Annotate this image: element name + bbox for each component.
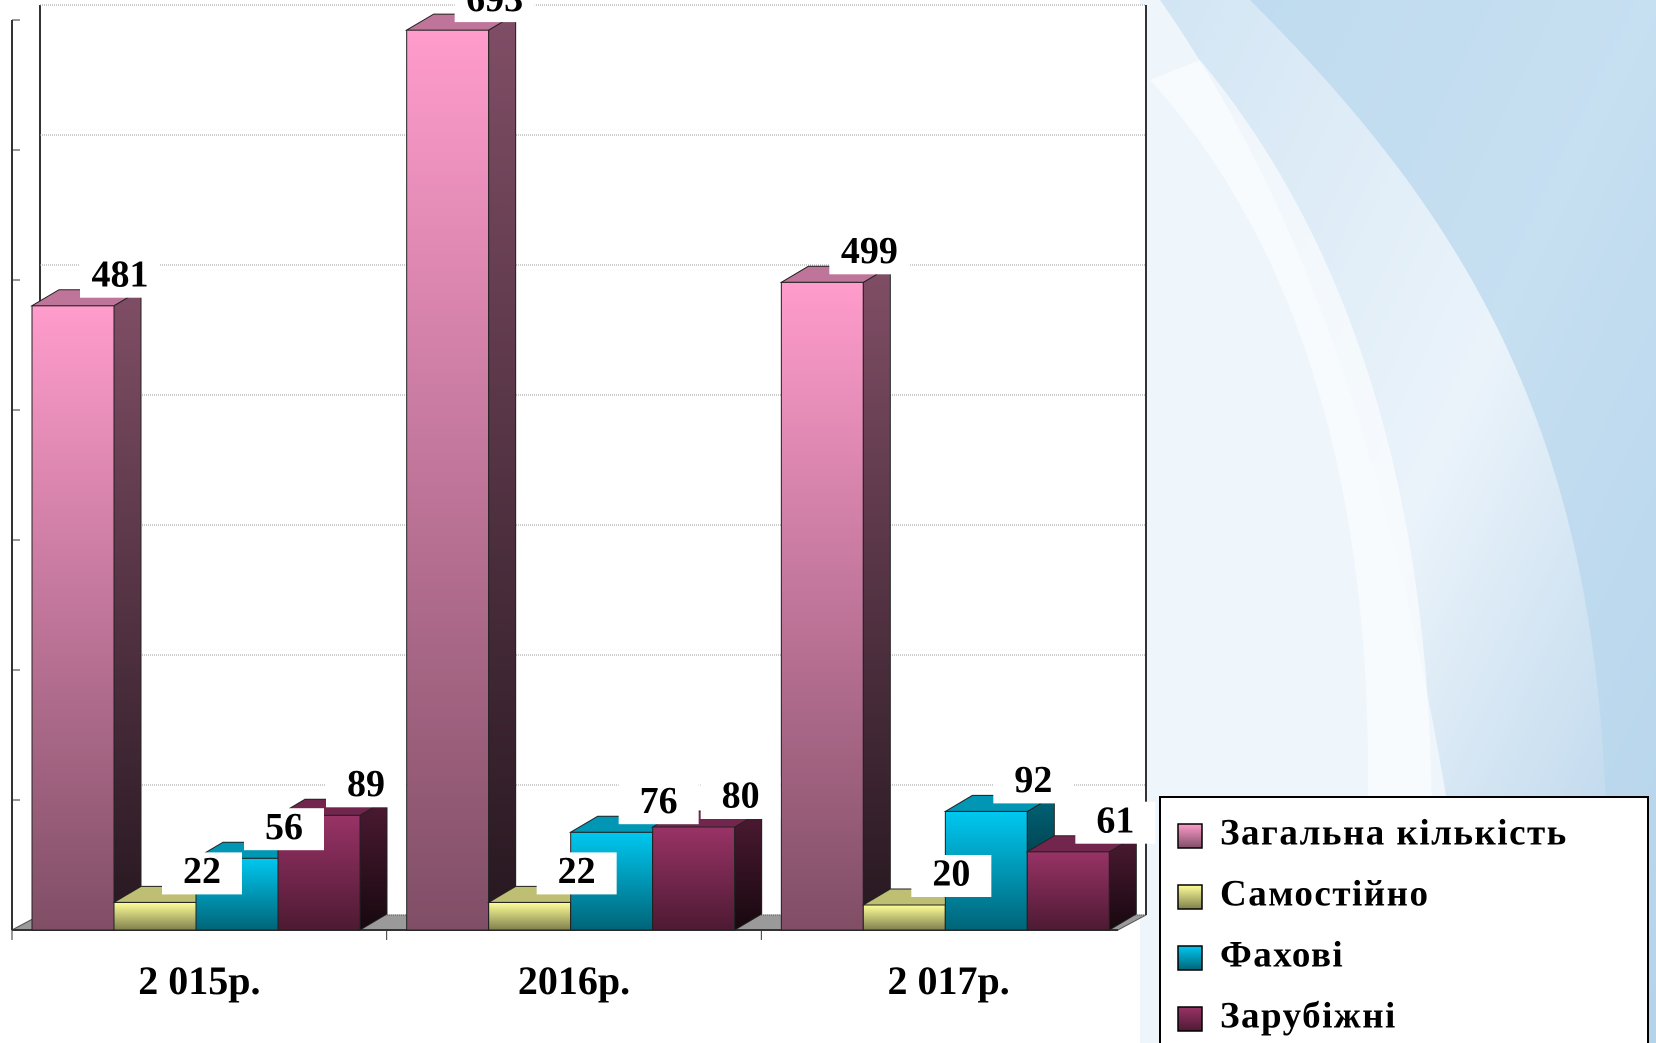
x-tick-label: 2 017р. xyxy=(888,958,1010,1003)
plot-area xyxy=(11,5,1147,931)
data-label: 89 xyxy=(347,763,385,805)
data-label-box xyxy=(454,0,535,23)
x-tick-label: 2016р. xyxy=(518,958,630,1003)
data-label: 76 xyxy=(640,780,678,822)
legend xyxy=(1159,796,1649,1043)
data-label-box xyxy=(326,765,406,808)
bar xyxy=(780,281,864,931)
data-label: 499 xyxy=(841,230,898,272)
legend-swatch xyxy=(1177,1006,1203,1032)
x-tick-label: 2 015р. xyxy=(138,958,260,1003)
data-label-box xyxy=(618,782,699,825)
data-label: 56 xyxy=(265,806,303,848)
bar xyxy=(1026,851,1110,931)
data-label: 20 xyxy=(932,853,970,895)
bar xyxy=(406,29,490,931)
legend-label: Загальна кількість xyxy=(1220,812,1568,853)
data-label: 61 xyxy=(1096,799,1134,841)
data-label: 22 xyxy=(183,850,221,892)
bar-side xyxy=(113,288,142,931)
data-label: 693 xyxy=(466,0,523,20)
data-label-box xyxy=(911,855,992,897)
data-label-box xyxy=(1075,801,1156,844)
data-label-box xyxy=(80,255,160,298)
bar xyxy=(652,826,736,931)
bar-side xyxy=(862,265,891,931)
bar xyxy=(31,305,115,931)
legend-label: Фахові xyxy=(1220,934,1344,975)
legend-swatch xyxy=(1177,884,1203,910)
data-label: 80 xyxy=(722,775,760,817)
legend-label: Самостійно xyxy=(1220,873,1429,914)
data-label-box xyxy=(829,232,910,275)
bar xyxy=(862,904,946,931)
data-label-box xyxy=(993,761,1074,804)
data-label-box xyxy=(244,808,324,851)
bar xyxy=(488,901,572,931)
data-label-box xyxy=(536,852,617,895)
legend-label: Зарубіжні xyxy=(1220,995,1397,1036)
data-label-box xyxy=(162,852,242,895)
bar-side xyxy=(359,798,388,931)
data-label: 22 xyxy=(558,850,596,892)
bar-side xyxy=(488,13,517,931)
bar-side xyxy=(734,810,763,931)
bar xyxy=(113,901,197,931)
data-label-box xyxy=(700,777,781,819)
legend-swatch xyxy=(1177,823,1203,849)
legend-swatch xyxy=(1177,945,1203,971)
data-label: 92 xyxy=(1014,759,1052,801)
data-label: 481 xyxy=(92,253,149,295)
